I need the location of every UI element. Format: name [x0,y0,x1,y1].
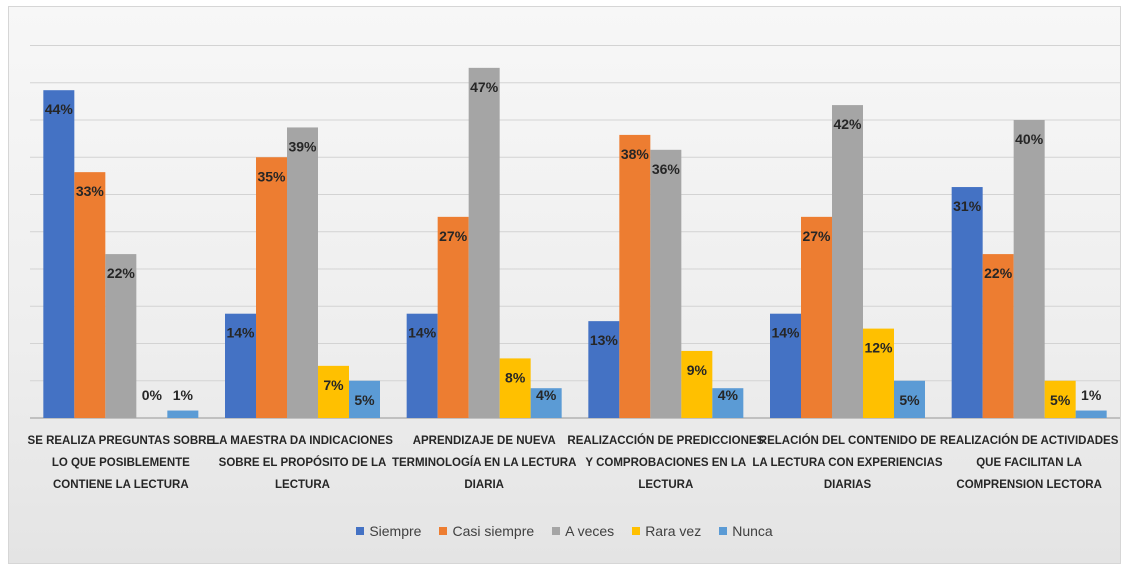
category-label: APRENDIZAJE DE NUEVA TERMINOLOGÍA EN LA L… [392,435,576,491]
bar [318,365,349,418]
legend-label: Siempre [369,523,422,539]
data-label: 22% [107,265,136,281]
category-label: REALIZACIÓN DE ACTIVIDADES QUE FACILITAN … [940,434,1119,491]
data-label: 14% [408,325,437,341]
data-label: 47% [470,79,499,95]
data-label: 12% [864,340,893,356]
bar [863,328,894,418]
legend-label: A veces [565,523,615,539]
bar [982,254,1014,418]
bar [681,350,713,418]
data-label: 42% [833,116,862,132]
legend-swatch [439,527,448,535]
bar [167,410,199,418]
category-label: LA MAESTRA DA INDICACIONES SOBRE EL PROPÓ… [212,435,393,491]
bar [468,67,500,418]
data-label: 4% [536,387,557,403]
gridlines [30,45,1120,419]
bar [225,313,256,418]
bar [588,321,620,418]
legend-item: Nunca [719,523,773,539]
data-label: 14% [771,325,800,341]
legend-item: Rara vez [632,523,701,539]
legend-swatch [632,527,641,535]
bar [349,380,380,418]
data-label: 13% [590,332,619,348]
legend: Siempre Casi siempre A veces Rara vez Nunca [0,523,1129,539]
data-label: 5% [354,392,375,408]
bar [832,105,863,418]
data-label: 1% [173,387,194,403]
data-label: 35% [257,168,286,184]
bar [1044,380,1076,418]
legend-swatch [719,527,728,535]
bar [619,134,651,418]
data-label: 0% [142,387,163,403]
data-labels: 44% 33% 22% 0% 1% 14% 35%39% 7% 5% 14% 27% 47% 8% 4% 1… [45,79,1102,408]
data-label: 36% [652,161,681,177]
data-label: 38% [621,146,650,162]
legend-swatch [552,527,561,535]
category-label: RELACIÓN DEL CONTENIDO DE LA LECTURA CON … [752,434,943,491]
chart-area [8,6,1121,564]
data-label: 39% [288,138,317,154]
legend-item: Casi siempre [439,523,534,539]
bar [712,388,744,418]
bar [894,380,925,418]
bar [801,216,832,418]
bar [1013,120,1045,418]
bar [406,313,438,418]
legend-item: Siempre [356,523,421,539]
data-label: 4% [718,387,739,403]
data-label: 44% [45,101,74,117]
bar [287,127,318,418]
data-label: 22% [984,265,1013,281]
legend-label: Rara vez [645,523,702,539]
bar [530,388,562,418]
bar [437,216,469,418]
bar [499,358,531,418]
legend-item: A veces [552,523,614,539]
legend-label: Nunca [732,523,773,539]
data-label: 27% [439,228,468,244]
data-label: 1% [1081,387,1102,403]
data-label: 5% [1050,392,1071,408]
data-label: 27% [802,228,831,244]
data-label: 14% [226,325,255,341]
legend-swatch [356,527,365,535]
bar [105,254,137,418]
data-label: 8% [505,369,526,385]
legend-label: Casi siempre [452,523,535,539]
bar [43,90,75,418]
bar [1075,410,1107,418]
data-label: 5% [899,392,920,408]
bar [650,149,682,419]
category-label: REALIZACCIÓN DE PREDICCIONES Y COMPROBACI… [567,434,764,491]
bar [256,157,287,418]
bar [770,313,801,418]
data-label: 33% [76,183,105,199]
category-label: SE REALIZA PREGUNTAS SOBRE LO QUE POSIBLE… [28,435,215,491]
bars [43,67,1107,419]
data-label: 31% [953,198,982,214]
bar [951,187,983,418]
category-labels: SE REALIZA PREGUNTAS SOBRE LO QUE POSIBLE… [28,434,1119,491]
data-label: 9% [687,362,708,378]
data-label: 40% [1015,131,1044,147]
bar [74,172,106,418]
data-label: 7% [323,377,344,393]
